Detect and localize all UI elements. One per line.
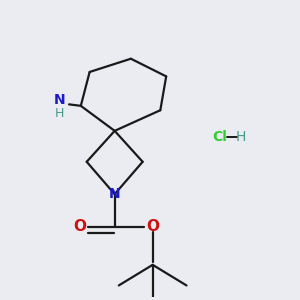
Text: N: N — [53, 93, 65, 107]
Text: H: H — [236, 130, 247, 144]
Text: Cl: Cl — [212, 130, 226, 144]
Text: N: N — [109, 187, 121, 201]
Text: O: O — [146, 219, 159, 234]
Text: O: O — [73, 219, 86, 234]
Text: H: H — [55, 107, 64, 120]
